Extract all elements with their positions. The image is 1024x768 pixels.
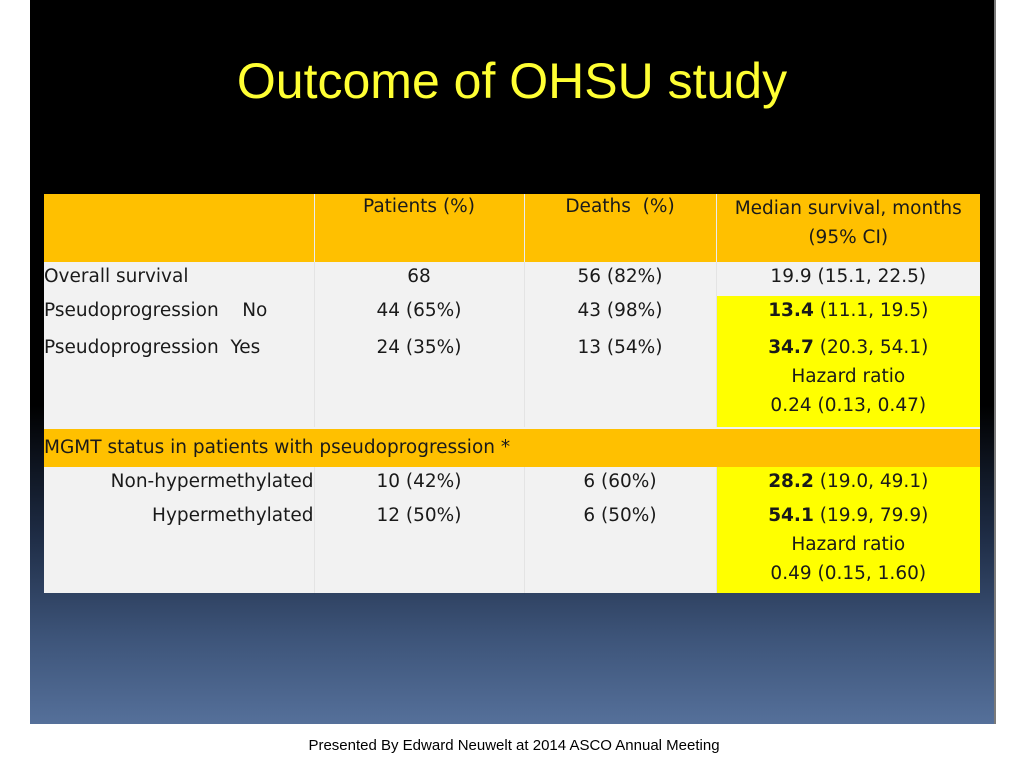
median-ci: (20.3, 54.1) <box>813 337 929 358</box>
median-ci: (19.0, 49.1) <box>813 471 929 492</box>
median-cell: 54.1 (19.9, 79.9) Hazard ratio 0.49 (0.1… <box>716 501 980 593</box>
row-label: Overall survival <box>44 262 315 296</box>
deaths-cell: 13 (54%) <box>524 333 717 428</box>
header-median-survival: Median survival, months (95% CI) <box>716 194 980 262</box>
header-empty <box>44 194 315 262</box>
deaths-cell: 6 (60%) <box>524 467 717 501</box>
presenter-credit: Presented By Edward Neuwelt at 2014 ASCO… <box>308 737 720 754</box>
deaths-cell: 6 (50%) <box>524 501 717 593</box>
table-row-pseudo-yes: Pseudoprogression Yes 24 (35%) 13 (54%) … <box>44 333 980 428</box>
median-cell: 28.2 (19.0, 49.1) <box>716 467 980 501</box>
section-label: MGMT status in patients with pseudoprogr… <box>44 427 980 467</box>
header-patients: Patients (%) <box>314 194 525 262</box>
hazard-ratio-label: Hazard ratio <box>791 534 906 555</box>
header-median-line1: Median survival, months <box>734 198 962 219</box>
row-label: Non-hypermethylated <box>44 467 315 501</box>
median-cell: 34.7 (20.3, 54.1) Hazard ratio 0.24 (0.1… <box>716 333 980 428</box>
row-label: Hypermethylated <box>44 501 315 593</box>
median-value: 28.2 <box>768 471 814 492</box>
row-label: Pseudoprogression Yes <box>44 333 315 428</box>
hazard-ratio-value: 0.49 (0.15, 1.60) <box>770 563 927 584</box>
hazard-ratio-value: 0.24 (0.13, 0.47) <box>770 395 927 416</box>
header-median-line2: (95% CI) <box>808 227 889 248</box>
patients-cell: 68 <box>314 262 525 296</box>
table-row-overall: Overall survival 68 56 (82%) 19.9 (15.1,… <box>44 262 980 296</box>
slide: Outcome of OHSU study Patients (%) Death… <box>30 0 994 724</box>
row-label: Pseudoprogression No <box>44 296 315 333</box>
median-cell: 13.4 (11.1, 19.5) <box>716 296 980 333</box>
deaths-cell: 43 (98%) <box>524 296 717 333</box>
patients-cell: 44 (65%) <box>314 296 525 333</box>
hazard-ratio-label: Hazard ratio <box>791 366 906 387</box>
patients-cell: 12 (50%) <box>314 501 525 593</box>
median-value: 54.1 <box>768 505 814 526</box>
section-row-mgmt: MGMT status in patients with pseudoprogr… <box>44 427 980 467</box>
patients-cell: 10 (42%) <box>314 467 525 501</box>
median-value: 13.4 <box>768 300 814 321</box>
deaths-cell: 56 (82%) <box>524 262 717 296</box>
median-value: 34.7 <box>768 337 814 358</box>
table-header-row: Patients (%) Deaths (%) Median survival,… <box>44 194 980 262</box>
slide-title: Outcome of OHSU study <box>236 53 788 109</box>
patients-cell: 24 (35%) <box>314 333 525 428</box>
outcome-table: Patients (%) Deaths (%) Median survival,… <box>44 194 980 593</box>
table-row-pseudo-no: Pseudoprogression No 44 (65%) 43 (98%) 1… <box>44 296 980 333</box>
table-row-hypermethylated: Hypermethylated 12 (50%) 6 (50%) 54.1 (1… <box>44 501 980 593</box>
median-ci: (11.1, 19.5) <box>813 300 929 321</box>
median-ci: (19.9, 79.9) <box>813 505 929 526</box>
header-deaths: Deaths (%) <box>524 194 717 262</box>
table-row-non-hypermethylated: Non-hypermethylated 10 (42%) 6 (60%) 28.… <box>44 467 980 501</box>
median-cell: 19.9 (15.1, 22.5) <box>716 262 980 296</box>
